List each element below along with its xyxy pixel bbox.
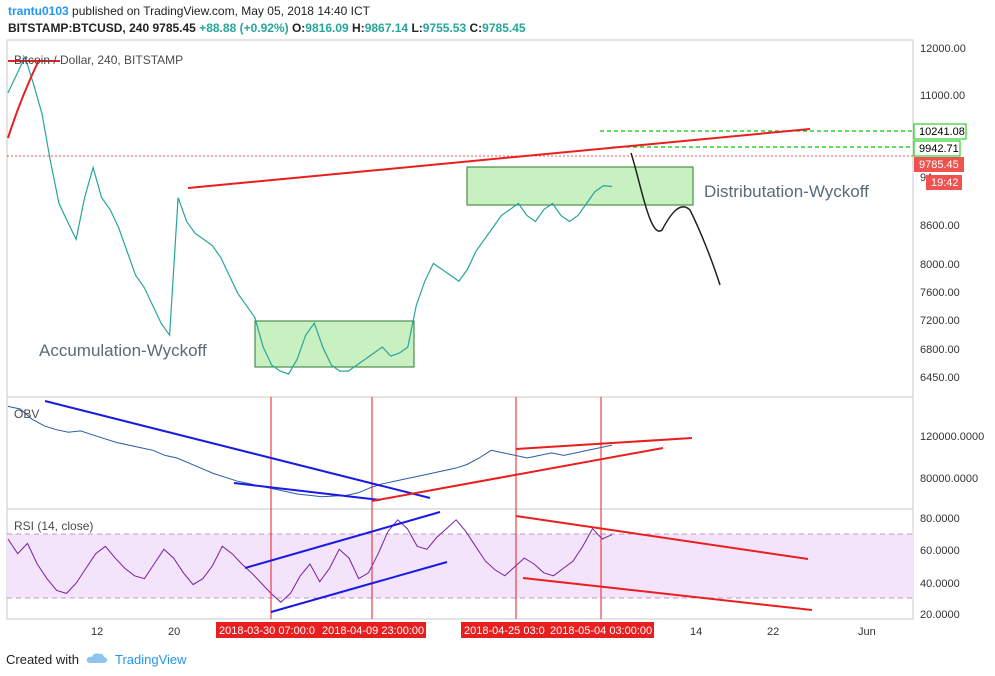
obv-tick: 80000.0000	[920, 473, 978, 485]
obv-pane-title: OBV	[14, 407, 39, 421]
low-value: 9755.53	[422, 21, 467, 35]
price-tick: 12000.00	[920, 43, 966, 55]
level-tag-2-bg	[913, 140, 961, 157]
time-label-2-bg	[320, 622, 426, 638]
projection-path[interactable]	[630, 152, 721, 286]
distribution-box	[466, 166, 694, 206]
x-tick: 22	[767, 626, 779, 638]
rsi-lower-red-line[interactable]	[522, 577, 813, 611]
price-pane-title: Bitcoin / Dollar, 240, BITSTAMP	[14, 53, 183, 67]
price-tick: 11000.00	[920, 90, 965, 102]
level-tag-1-bg	[913, 123, 967, 140]
low-label: L:	[411, 21, 423, 35]
x-tick: 12	[91, 626, 103, 638]
obv-upper-red-line[interactable]	[515, 437, 693, 450]
tradingview-cloud-icon	[85, 651, 109, 668]
time-label-1: 2018-03-30 07:00:0	[219, 625, 315, 637]
rsi-lower-blue-line[interactable]	[270, 561, 448, 613]
high-label: H:	[352, 21, 365, 35]
high-value: 9867.14	[364, 21, 409, 35]
level-tag-2: 9942.71	[919, 143, 959, 155]
time-label-3-bg	[461, 622, 548, 638]
rsi-y-axis: 80.0000 60.0000 40.0000 20.0000	[920, 513, 960, 621]
tradingview-brand-link[interactable]: TradingView	[114, 652, 187, 667]
open-label: O:	[291, 21, 306, 35]
last-price-tag: 9785.45	[919, 159, 959, 171]
change-value: +88.88 (+0.92%)	[199, 21, 289, 35]
time-label-4-bg	[548, 622, 654, 638]
ohlc-line: BITSTAMP:BTCUSD, 240 9785.45 +88.88 (+0.…	[8, 21, 526, 35]
time-label-4: 2018-05-04 03:00:00	[550, 625, 652, 637]
time-label-2: 2018-04-09 23:00:00	[322, 625, 424, 637]
last-price: 9785.45	[152, 21, 196, 35]
countdown-tag: 19:42	[931, 177, 959, 189]
last-price-tag-bg	[914, 157, 964, 172]
time-label-1-bg	[216, 622, 320, 638]
rsi-tick: 20.0000	[920, 609, 960, 621]
rsi-upper-red-line[interactable]	[515, 515, 809, 560]
obv-y-axis: 120000.0000 80000.0000	[920, 431, 984, 485]
author-name[interactable]: trantu0103	[8, 4, 69, 18]
obv-tick: 120000.0000	[920, 431, 984, 443]
time-label-3: 2018-04-25 03:0	[464, 625, 545, 637]
distribution-label: Distributation-Wyckoff	[704, 182, 869, 201]
price-tick: 6450.00	[920, 372, 960, 384]
x-axis: 12 20 14 22 Jun	[91, 626, 876, 638]
rsi-tick: 60.0000	[920, 545, 960, 557]
price-tick: 7200.00	[920, 315, 960, 327]
close-label: C:	[469, 21, 483, 35]
x-tick: Jun	[858, 626, 876, 638]
symbol-label: BITSTAMP:BTCUSD, 240	[8, 21, 150, 35]
obv-down-trendline[interactable]	[44, 400, 431, 499]
price-resistance-trendline[interactable]	[187, 128, 811, 189]
publish-line: trantu0103 published on TradingView.com,…	[8, 4, 370, 18]
price-tick: 8000.00	[920, 259, 960, 271]
created-with-text: Created with	[6, 652, 79, 667]
obv-pane	[6, 396, 914, 510]
obv-lower-blue-line[interactable]	[233, 482, 381, 501]
rsi-tick: 40.0000	[920, 578, 960, 590]
rsi-tick: 80.0000	[920, 513, 960, 525]
price-top-curve[interactable]	[7, 61, 39, 139]
accumulation-label: Accumulation-Wyckoff	[39, 341, 207, 360]
obv-up-trendline[interactable]	[371, 447, 664, 502]
price-tick: 8600.00	[920, 220, 960, 232]
published-text: published on TradingView.com, May 05, 20…	[72, 4, 371, 18]
level-tag-1: 10241.08	[919, 126, 965, 138]
accumulation-box	[254, 320, 415, 368]
x-tick: 20	[168, 626, 180, 638]
rsi-series-line	[7, 519, 613, 603]
close-value: 9785.45	[482, 21, 526, 35]
x-tick: 14	[690, 626, 702, 638]
rsi-band	[7, 534, 913, 598]
price-series-line	[7, 55, 613, 375]
obv-series-line	[7, 405, 613, 498]
price-y-axis: 12000.00 11000.00 8600.00 8000.00 7600.0…	[920, 43, 966, 384]
price-tick: 6800.00	[920, 344, 960, 356]
rsi-pane-title: RSI (14, close)	[14, 519, 93, 533]
open-value: 9816.09	[305, 21, 349, 35]
footer: Created with TradingView	[6, 651, 187, 668]
rsi-upper-blue-line[interactable]	[244, 511, 441, 569]
price-tick: 7600.00	[920, 287, 960, 299]
countdown-tag-bg	[926, 175, 962, 190]
